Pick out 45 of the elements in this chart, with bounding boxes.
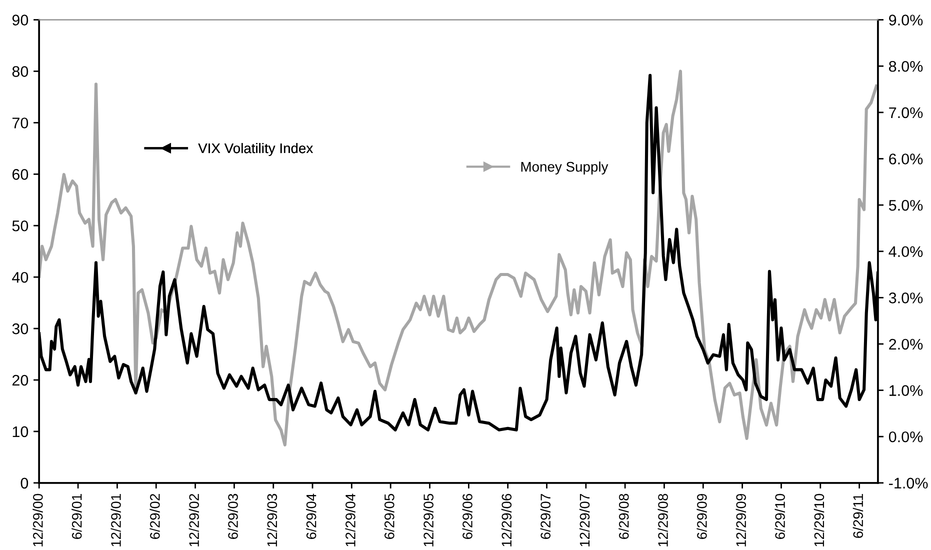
x-tick-label: 12/29/07: [579, 494, 590, 546]
y2-tick-label: 4.0%: [888, 246, 923, 258]
y-tick-label: 90: [12, 14, 28, 26]
y2-tick-label: 8.0%: [889, 60, 923, 72]
x-tick-label: 12/29/03: [266, 494, 278, 546]
x-tick-label: 6/29/02: [150, 494, 160, 539]
x-tick-label: 12/29/01: [110, 494, 121, 546]
x-tick-label: 12/29/10: [814, 494, 824, 546]
legend-label: VIX Volatility Index: [198, 142, 313, 156]
x-tick-label: 6/29/04: [306, 494, 316, 539]
y2-tick-label: 2.0%: [889, 338, 923, 350]
y-tick-label: 30: [12, 323, 28, 334]
y2-tick-label: 6.0%: [889, 154, 923, 164]
y-tick-label: 20: [12, 374, 28, 386]
y2-tick-label: 3.0%: [888, 292, 923, 304]
x-tick-label: 6/29/11: [852, 494, 864, 538]
x-tick-label: 6/29/06: [462, 494, 472, 539]
y2-tick-label: 5.0%: [888, 200, 923, 211]
y-tick-label: 40: [12, 272, 28, 283]
x-tick-label: 12/29/00: [32, 494, 43, 546]
y2-tick-label: 0.0%: [888, 431, 923, 442]
x-tick-label: 6/29/01: [72, 494, 82, 539]
x-tick-label: 6/29/08: [618, 494, 629, 539]
y-tick-label: 0: [20, 478, 28, 489]
x-tick-label: 12/29/02: [188, 494, 199, 546]
y2-tick-label: 7.0%: [889, 107, 923, 118]
y-tick-label: 60: [12, 169, 28, 180]
x-tick-label: 6/29/03: [228, 494, 238, 539]
y-tick-label: 50: [12, 220, 28, 232]
x-tick-label: 12/29/05: [423, 494, 434, 546]
x-tick-label: 12/29/09: [736, 494, 746, 546]
x-tick-label: 6/29/09: [696, 494, 707, 539]
y-tick-label: 10: [12, 426, 28, 438]
legend-label: Money Supply: [521, 162, 608, 174]
x-tick-label: 6/29/10: [774, 494, 785, 539]
y-tick-label: 70: [12, 118, 28, 128]
x-tick-label: 6/29/07: [540, 494, 550, 539]
x-tick-label: 12/29/04: [345, 494, 356, 546]
y-tick-label: 80: [12, 66, 28, 77]
x-tick-label: 12/29/08: [658, 494, 668, 546]
x-tick-label: 6/29/05: [384, 494, 394, 539]
x-tick-label: 12/29/06: [501, 494, 512, 546]
y2-tick-label: -1.0%: [889, 478, 928, 489]
y2-tick-label: 9.0%: [889, 14, 923, 26]
y2-tick-label: 1.0%: [890, 385, 923, 396]
